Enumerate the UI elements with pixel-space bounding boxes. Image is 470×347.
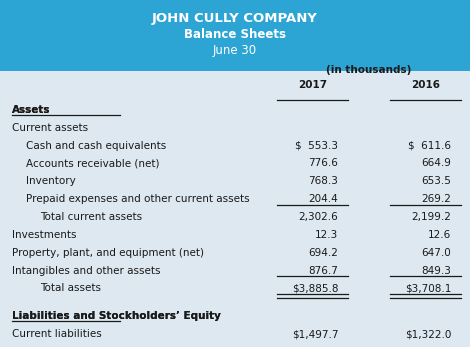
Text: Total assets: Total assets [40, 283, 101, 294]
Text: 768.3: 768.3 [308, 176, 338, 186]
Text: Liabilities and Stockholders’ Equity: Liabilities and Stockholders’ Equity [12, 311, 220, 321]
Text: 776.6: 776.6 [308, 159, 338, 168]
Text: Total current assets: Total current assets [40, 212, 142, 222]
Text: 653.5: 653.5 [421, 176, 451, 186]
Text: Current assets: Current assets [12, 123, 88, 133]
Text: 876.7: 876.7 [308, 266, 338, 276]
Text: $  553.3: $ 553.3 [296, 141, 338, 151]
Text: 269.2: 269.2 [421, 194, 451, 204]
Text: 2,302.6: 2,302.6 [298, 212, 338, 222]
Text: Property, plant, and equipment (net): Property, plant, and equipment (net) [12, 248, 204, 258]
Text: (in thousands): (in thousands) [326, 65, 412, 75]
Text: Investments: Investments [12, 230, 76, 240]
Text: 647.0: 647.0 [422, 248, 451, 258]
Text: Intangibles and other assets: Intangibles and other assets [12, 266, 160, 276]
Text: Prepaid expenses and other current assets: Prepaid expenses and other current asset… [26, 194, 250, 204]
Text: 204.4: 204.4 [309, 194, 338, 204]
Text: Liabilities and Stockholders’ Equity: Liabilities and Stockholders’ Equity [12, 311, 220, 321]
Text: 849.3: 849.3 [421, 266, 451, 276]
Text: June 30: June 30 [213, 44, 257, 57]
Text: Inventory: Inventory [26, 176, 76, 186]
Text: Assets: Assets [12, 105, 50, 115]
Text: 2017: 2017 [298, 80, 327, 90]
Text: $1,322.0: $1,322.0 [405, 329, 451, 339]
Text: JOHN CULLY COMPANY: JOHN CULLY COMPANY [152, 12, 318, 25]
Text: $1,497.7: $1,497.7 [292, 329, 338, 339]
Text: $  611.6: $ 611.6 [408, 141, 451, 151]
Text: 2,199.2: 2,199.2 [411, 212, 451, 222]
Text: Accounts receivable (net): Accounts receivable (net) [26, 159, 159, 168]
Text: 664.9: 664.9 [421, 159, 451, 168]
Text: $3,885.8: $3,885.8 [292, 283, 338, 294]
Text: Assets: Assets [12, 105, 50, 115]
Text: 2016: 2016 [411, 80, 440, 90]
Text: Balance Sheets: Balance Sheets [184, 28, 286, 41]
Text: Current liabilities: Current liabilities [12, 329, 102, 339]
Text: 12.3: 12.3 [315, 230, 338, 240]
Text: $3,708.1: $3,708.1 [405, 283, 451, 294]
Text: 12.6: 12.6 [428, 230, 451, 240]
Text: Cash and cash equivalents: Cash and cash equivalents [26, 141, 166, 151]
Text: 694.2: 694.2 [308, 248, 338, 258]
